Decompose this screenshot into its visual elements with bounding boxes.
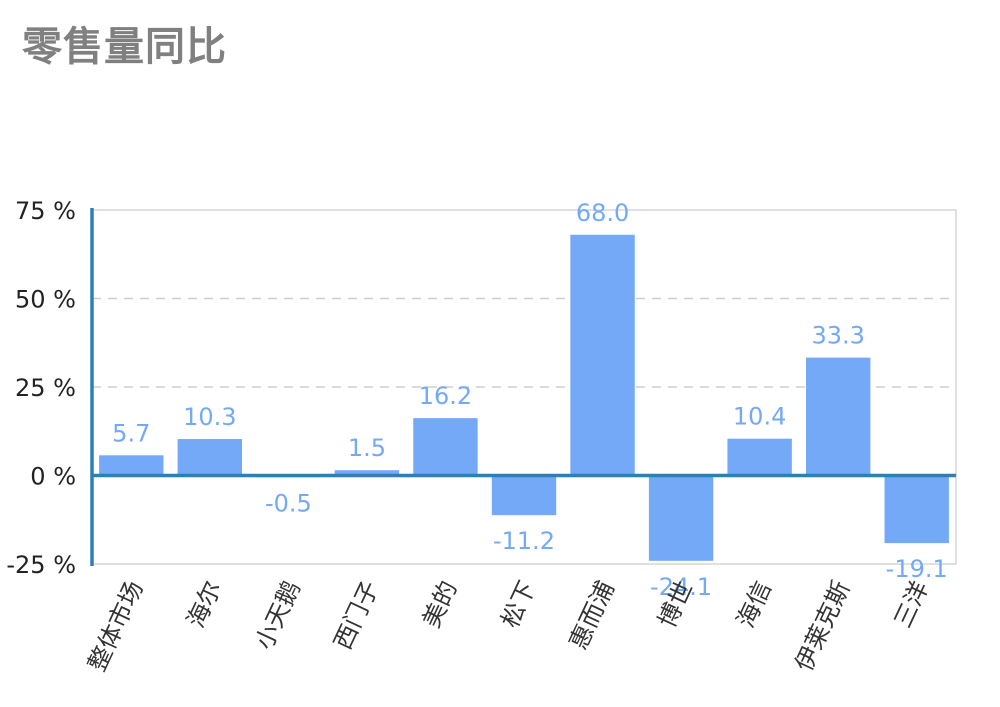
y-tick-label: -25 %	[6, 551, 76, 579]
x-tick-label: 松下	[496, 577, 542, 632]
y-tick-label: 50 %	[15, 286, 76, 314]
bar	[648, 475, 714, 561]
data-label: -24.1	[650, 573, 712, 601]
data-label: 33.3	[811, 322, 864, 350]
data-label: -11.2	[493, 527, 555, 555]
data-label: 10.3	[183, 403, 236, 431]
y-tick-label: 25 %	[15, 374, 76, 402]
chart-title: 零售量同比	[22, 24, 227, 70]
bar	[727, 438, 792, 476]
x-tick-label: 美的	[417, 577, 463, 632]
y-tick-label: 75 %	[15, 197, 76, 225]
data-label: -0.5	[265, 489, 312, 517]
bar	[884, 475, 949, 544]
x-tick-label: 小天鹅	[250, 577, 306, 654]
data-label: 1.5	[348, 434, 386, 462]
x-tick-label: 惠而浦	[564, 577, 620, 654]
bar	[570, 234, 635, 476]
x-tick-label: 西门子	[329, 577, 385, 654]
data-label: 5.7	[112, 419, 150, 447]
bar	[99, 455, 164, 476]
x-tick-label: 海尔	[182, 577, 228, 632]
x-tick-label: 海信	[731, 577, 777, 632]
data-label: 16.2	[419, 382, 472, 410]
x-tick-label: 三洋	[889, 577, 935, 632]
data-label: -19.1	[886, 555, 948, 583]
y-tick-label: 0 %	[30, 463, 76, 491]
x-tick-label: 整体市场	[83, 577, 149, 676]
bar	[491, 475, 557, 516]
data-label: 68.0	[576, 199, 629, 227]
bar	[413, 418, 478, 476]
bar	[334, 470, 400, 476]
x-tick-label: 伊莱克斯	[790, 577, 856, 676]
data-label: 10.4	[733, 403, 786, 431]
bar	[805, 357, 871, 476]
bar	[177, 439, 243, 476]
